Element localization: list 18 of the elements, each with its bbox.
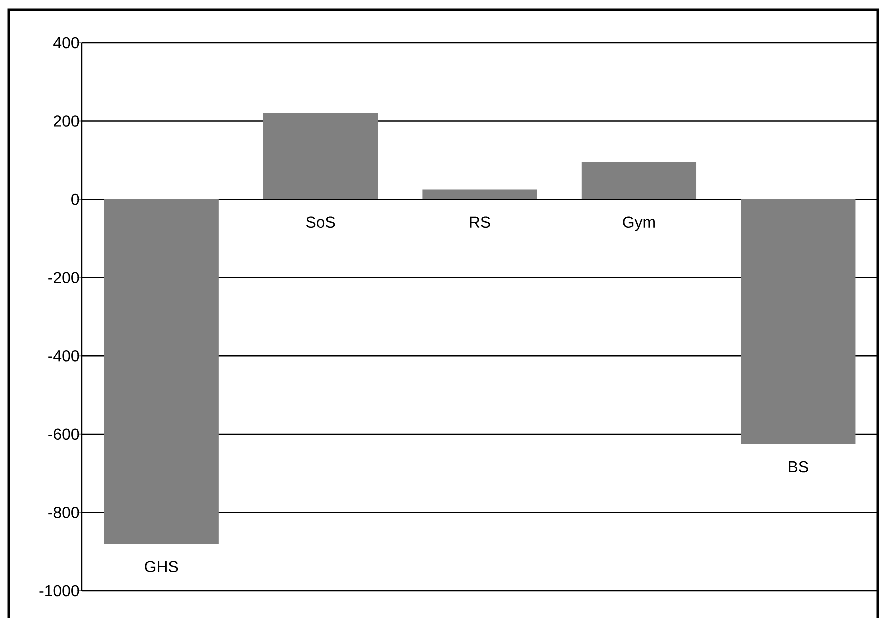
y-tick-label: -200: [48, 272, 80, 284]
bar: [741, 200, 856, 444]
bar: [263, 113, 378, 200]
x-tick-label: SoS: [306, 216, 336, 228]
bar: [104, 200, 219, 544]
y-tick-label: 400: [54, 37, 80, 49]
x-tick-label: GHS: [145, 561, 178, 572]
y-tick-label: 200: [54, 116, 80, 127]
bar: [422, 190, 538, 200]
y-tick-label: 0: [72, 194, 80, 206]
x-tick-label: BS: [789, 461, 808, 473]
y-tick-label: -1000: [40, 585, 80, 597]
y-tick-label: -600: [48, 428, 80, 440]
x-tick-label: RS: [470, 216, 490, 228]
x-tick-label: Gym: [623, 216, 655, 232]
y-tick-label: -400: [48, 350, 80, 362]
bar: [582, 162, 697, 200]
y-tick-label: -800: [48, 507, 80, 518]
